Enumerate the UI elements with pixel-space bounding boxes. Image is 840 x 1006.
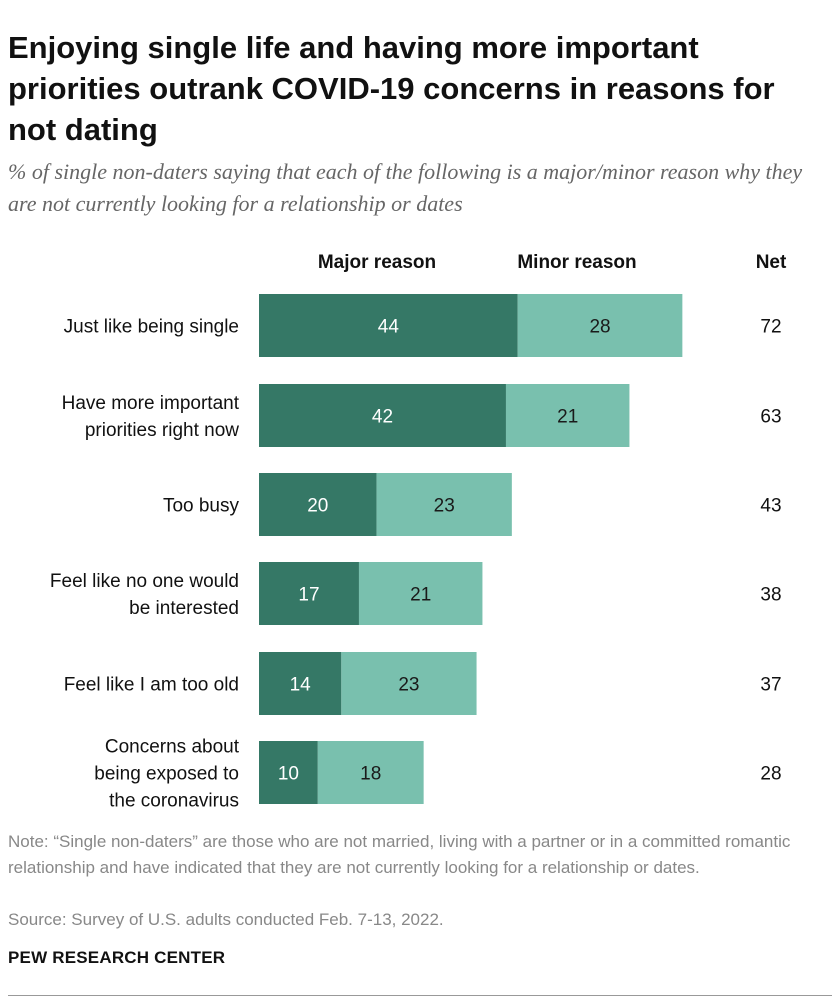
bar-minor-reason xyxy=(358,562,483,625)
value-label-minor: 18 xyxy=(360,764,381,785)
category-label: Concerns about xyxy=(105,737,240,758)
category-label: being exposed to xyxy=(94,764,239,785)
net-value: 63 xyxy=(760,407,781,428)
category-label: priorities right now xyxy=(85,420,239,441)
value-label-minor: 28 xyxy=(589,317,610,338)
net-value: 37 xyxy=(760,675,781,696)
value-label-major: 17 xyxy=(298,585,319,606)
category-label: Have more important xyxy=(62,393,240,414)
net-value: 72 xyxy=(760,317,781,338)
value-label-minor: 21 xyxy=(410,585,431,606)
net-value: 38 xyxy=(760,585,781,606)
bar-major-reason xyxy=(259,294,518,357)
bar-major-reason xyxy=(259,562,359,625)
chart-subtitle: % of single non-daters saying that each … xyxy=(8,159,803,216)
stacked-bar-chart: Major reason Minor reason Net Just like bei… xyxy=(50,252,787,812)
value-label-major: 20 xyxy=(307,496,328,517)
chart-source: Source: Survey of U.S. adults conducted … xyxy=(8,910,444,929)
value-label-major: 44 xyxy=(378,317,400,338)
bar-minor-reason xyxy=(376,473,512,536)
value-label-major: 10 xyxy=(278,764,299,785)
header-net: Net xyxy=(756,252,787,273)
header-minor-reason: Minor reason xyxy=(517,252,636,273)
bar-major-reason xyxy=(259,741,318,804)
bar-major-reason xyxy=(259,384,506,447)
bar-minor-reason xyxy=(317,741,424,804)
bar-major-reason xyxy=(259,473,377,536)
net-value: 43 xyxy=(760,496,781,517)
value-label-major: 14 xyxy=(290,675,312,696)
category-label: be interested xyxy=(129,598,239,619)
bar-minor-reason xyxy=(505,384,630,447)
value-label-minor: 23 xyxy=(434,496,455,517)
chart-note: Note: “Single non-daters” are those who … xyxy=(8,832,791,877)
header-major-reason: Major reason xyxy=(318,252,436,273)
net-value: 28 xyxy=(760,764,781,785)
value-label-minor: 21 xyxy=(557,407,578,428)
bar-minor-reason xyxy=(341,652,477,715)
value-label-major: 42 xyxy=(372,407,393,428)
category-label: Feel like no one would xyxy=(50,571,239,592)
category-label: Feel like I am too old xyxy=(64,675,239,696)
bar-minor-reason xyxy=(517,294,683,357)
category-label: the coronavirus xyxy=(109,791,239,812)
bar-major-reason xyxy=(259,652,342,715)
category-label: Just like being single xyxy=(64,317,239,338)
value-label-minor: 23 xyxy=(398,675,419,696)
category-label: Too busy xyxy=(163,496,240,517)
brand-name: PEW RESEARCH CENTER xyxy=(8,948,226,967)
chart-title: Enjoying single life and having more imp… xyxy=(8,30,775,147)
footer-divider xyxy=(8,995,832,996)
